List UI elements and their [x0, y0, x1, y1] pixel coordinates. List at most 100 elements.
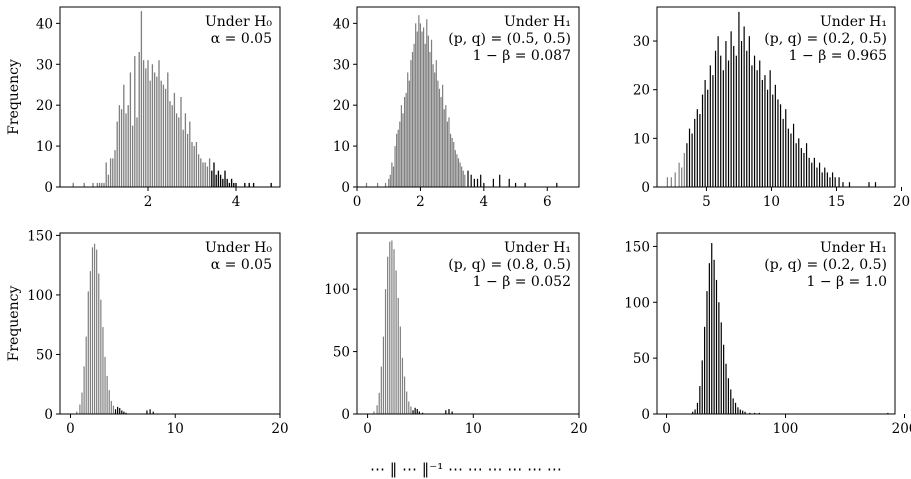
histogram-bar — [753, 55, 756, 188]
histogram-bar — [92, 182, 94, 187]
histogram-bar — [427, 35, 429, 187]
x-tick-label: 10 — [465, 421, 482, 437]
histogram-bar — [83, 366, 85, 414]
annotation-line: α = 0.05 — [211, 257, 272, 273]
histogram-bar — [395, 270, 397, 414]
histogram-bar — [831, 172, 834, 187]
histogram-bar — [202, 162, 204, 187]
histogram-bar — [470, 174, 472, 187]
y-tick-label: 100 — [27, 288, 53, 304]
histogram-bar — [696, 402, 699, 414]
y-tick-label: 50 — [36, 347, 53, 363]
histogram-bar — [709, 65, 711, 187]
histogram-bar — [821, 172, 823, 187]
histogram-bar — [136, 117, 138, 187]
y-tick-label: 150 — [624, 239, 650, 255]
histogram-bar — [454, 150, 456, 187]
histogram-bar — [158, 60, 160, 187]
histogram-panel-6: 0 100 200 0 50 100 150 Under H₁(p, q) = (0.2, 0… — [624, 232, 911, 437]
y-tick-label: 20 — [36, 98, 53, 114]
histogram-bar — [426, 19, 428, 187]
histogram-bar — [424, 43, 426, 187]
histogram-bar — [449, 133, 452, 187]
histogram-bar — [715, 279, 718, 414]
histogram-bar — [798, 138, 800, 187]
x-tick-label: 0 — [353, 194, 362, 210]
annotation-line: (p, q) = (0.2, 0.5) — [764, 257, 887, 273]
histogram-bar — [397, 129, 399, 187]
histogram-bar — [184, 113, 187, 187]
histogram-bar — [387, 256, 389, 414]
histogram-panel-3: 5 10 15 20 0 10 20 30 Under H₁(p, q) = (0.2, 0.5… — [633, 6, 910, 210]
histogram-bar — [213, 162, 215, 187]
histogram-bar — [727, 378, 729, 414]
histogram-bar — [779, 104, 782, 187]
histogram-bar — [790, 133, 792, 187]
histogram-bar — [808, 157, 810, 187]
histogram-bar — [868, 182, 870, 187]
annotation-line: (p, q) = (0.2, 0.5) — [764, 31, 887, 47]
histogram-bar — [394, 146, 396, 187]
histogram-bar — [744, 411, 746, 414]
histogram-bar — [112, 405, 115, 414]
histogram-bar — [421, 31, 423, 187]
histogram-bar — [83, 182, 85, 187]
histogram-bar — [735, 55, 737, 188]
histogram-bar — [423, 27, 425, 188]
histogram-bar — [252, 182, 255, 187]
histogram-bar — [401, 357, 404, 414]
annotation-line: (p, q) = (0.5, 0.5) — [448, 31, 571, 47]
histogram-bar — [119, 408, 121, 414]
histogram-bar — [140, 11, 143, 188]
histogram-bar — [178, 117, 180, 187]
histogram-bar — [751, 65, 753, 187]
histogram-bar — [162, 84, 165, 187]
histogram-bar — [723, 344, 725, 414]
histogram-bar — [739, 409, 741, 414]
histogram-bar — [134, 56, 136, 188]
histogram-bar — [208, 158, 211, 187]
y-tick-label: 40 — [36, 16, 53, 32]
histogram-bar — [389, 174, 391, 187]
y-tick-label: 30 — [36, 57, 53, 73]
histogram-bar — [826, 172, 828, 187]
histogram-bar — [674, 172, 676, 187]
histogram-bar — [129, 72, 132, 187]
histogram-bar — [182, 129, 184, 187]
histogram-bar — [701, 360, 703, 414]
histogram-bar — [848, 182, 851, 187]
histogram-bar — [107, 174, 110, 187]
histogram-bar — [730, 389, 732, 414]
histogram-bar — [704, 326, 706, 414]
y-tick-label: 50 — [333, 345, 350, 361]
histogram-bar — [829, 177, 831, 187]
histogram-bar — [464, 174, 466, 187]
histogram-bar — [96, 182, 99, 187]
histogram-bar — [437, 80, 439, 187]
y-tick-label: 100 — [624, 295, 650, 311]
y-tick-label: 30 — [633, 34, 650, 50]
histogram-bar — [445, 410, 447, 414]
histogram-bar — [434, 72, 436, 187]
histogram-bar — [777, 99, 779, 187]
histogram-bar — [235, 182, 237, 187]
histogram-bar — [152, 411, 154, 414]
x-tick-label: 100 — [773, 421, 799, 437]
histogram-bar — [406, 391, 408, 414]
y-tick-label: 0 — [341, 407, 350, 423]
histogram-bar — [438, 88, 441, 187]
histogram-bar — [396, 133, 398, 187]
histogram-bar — [118, 105, 121, 187]
axes-frame — [656, 232, 896, 415]
histogram-bar — [800, 148, 802, 187]
histogram-bar — [838, 177, 840, 187]
histogram-bar — [670, 177, 672, 187]
histogram-bar — [200, 158, 202, 187]
histogram-bar — [114, 150, 116, 187]
annotation-line: Under H₀ — [205, 14, 272, 30]
histogram-bar — [147, 60, 149, 187]
axes-frame — [59, 6, 281, 188]
x-tick-label: 200 — [892, 421, 911, 437]
histogram-bar — [686, 143, 688, 187]
histogram-bar — [834, 177, 836, 187]
